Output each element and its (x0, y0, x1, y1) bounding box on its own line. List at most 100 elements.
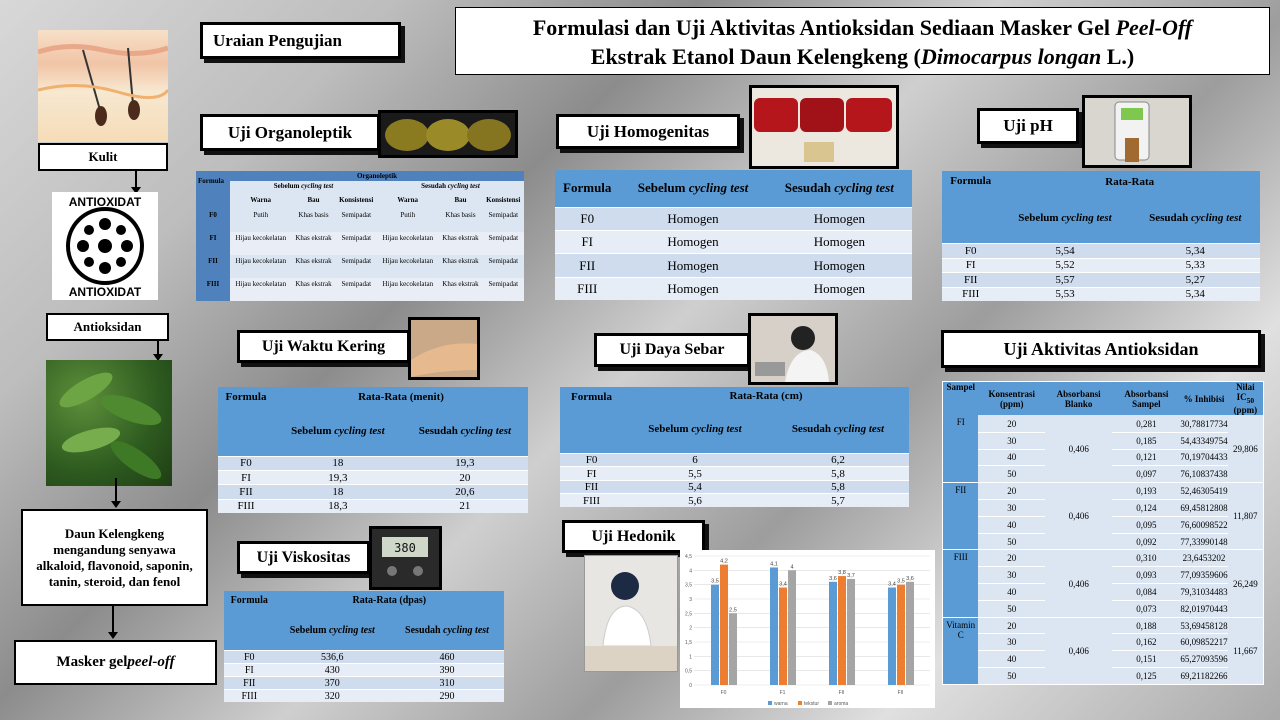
table-row: 50 0,125 69,21182266 (943, 667, 1264, 685)
table-cell: Semipadat (488, 234, 519, 242)
ao-inhibisi-cell: 65,27093596 (1180, 650, 1228, 669)
panelist-icon (585, 572, 677, 671)
gel-containers-icon (754, 98, 892, 162)
table-row: FII 5,57 5,27 (942, 272, 1260, 288)
ds-formula-header: Formula (560, 387, 624, 454)
leaf-image (46, 360, 172, 486)
ao-inhibisi-cell: 52,46305419 (1180, 482, 1228, 500)
org-col: Konsistensi (339, 196, 374, 204)
table-cell: 460 (390, 650, 504, 664)
table-row: FI 430 390 (224, 663, 504, 677)
title-line2-italic: Dimocarpus longan (920, 44, 1102, 69)
flow-antioksidan-label: Antioksidan (73, 319, 142, 334)
ds-group-header: Rata-Rata (cm) (623, 387, 909, 406)
ao-abs-cell: 0,092 (1112, 533, 1181, 551)
org-col: Bau (454, 196, 467, 204)
wk-sesudah-header: Sesudah cycling test (401, 406, 528, 457)
title-line1: Formulasi dan Uji Aktivitas Antioksidan … (532, 15, 1116, 40)
table-cell: FI (942, 257, 1000, 273)
table-cell: 18,3 (273, 498, 402, 513)
organoleptik-table: Formula Organoleptik Sebelum cycling test… (196, 171, 524, 301)
heading-organoleptik-label: Uji Organoleptik (227, 122, 353, 142)
table-cell: Semipadat (488, 211, 519, 219)
ao-konsentrasi-cell: 20 (978, 549, 1046, 568)
bar-aroma (729, 613, 737, 685)
wk-ct-2: cycling test (460, 425, 512, 438)
bar-tekstur (897, 584, 905, 685)
table-cell: 5,8 (766, 466, 909, 481)
table-cell: Khas ekstrak (295, 234, 332, 242)
legend-label: aroma (834, 701, 848, 707)
legend-swatch (798, 701, 802, 705)
wk-group-header: Rata-Rata (menit) (273, 387, 528, 407)
x-tick-label: FII (839, 690, 845, 696)
ds-sesudah-header: Sesudah cycling test (766, 405, 909, 454)
y-tick-label: 4,5 (685, 554, 692, 560)
ph-formula-header: Formula (942, 171, 1000, 244)
table-row: FII Hijau kecokelatan Khas ekstrak Semipada… (196, 255, 524, 278)
arrow-1 (131, 171, 141, 194)
table-row: 50 0,092 77,33990148 (943, 533, 1264, 551)
heading-hedonik-label: Uji Hedonik (591, 527, 676, 545)
bar-value-label: 4,2 (720, 559, 728, 565)
ao-abs-cell: 0,310 (1112, 549, 1181, 568)
heading-waktu-kering-label: Uji Waktu Kering (261, 337, 386, 355)
ao-sampel-cell: FIII (942, 549, 979, 618)
table-cell: Hijau kecokelatan (382, 280, 434, 288)
table-row: 40 0,095 76,60098522 (943, 516, 1264, 534)
org-formula-header: Formula (198, 177, 225, 185)
bar-tekstur (779, 587, 787, 685)
ao-konsentrasi-cell: 50 (978, 600, 1046, 618)
ao-inhibisi-cell: 70,19704433 (1180, 449, 1228, 467)
ph-ct-2: cycling test (1191, 212, 1242, 225)
table-cell: Homogen (766, 253, 912, 278)
table-cell: 19,3 (273, 470, 402, 485)
x-tick-label: F1 (780, 690, 786, 696)
heading-waktu-kering: Uji Waktu Kering (237, 330, 410, 363)
ao-h-ic50-label: Nilai IC (1236, 382, 1255, 403)
bar-value-label: 3,4 (779, 582, 787, 588)
flow-masker-italic: peel-off (127, 654, 175, 670)
flow-daun-label: Daun Kelengkeng mengandung senyawa alkal… (36, 525, 193, 589)
table-row: FII 18 20,6 (218, 484, 528, 500)
ao-abs-cell: 0,193 (1112, 482, 1181, 500)
heading-homogenitas: Uji Homogenitas (556, 114, 740, 149)
ao-abs-cell: 0,093 (1112, 566, 1181, 585)
table-cell: Putih (253, 211, 269, 219)
researcher-icon (755, 326, 829, 382)
ao-h-inhibisi: % Inhibisi (1183, 393, 1225, 404)
table-row: F0 18 19,3 (218, 455, 528, 471)
table-cell: 18 (273, 484, 402, 500)
bar-aroma (788, 570, 796, 685)
org-sebelum-label: Sebelum (273, 182, 302, 190)
ao-ic50-cell: 11,667 (1227, 617, 1264, 686)
ph-meter-icon (1114, 101, 1150, 162)
ph-photo (1082, 95, 1192, 168)
table-cell: F0 (560, 453, 624, 467)
y-tick-label: 1,5 (685, 640, 692, 646)
ao-konsentrasi-cell: 30 (978, 633, 1046, 652)
ao-blanko-cell: 0,406 (1045, 617, 1113, 686)
ds-sesudah-label: Sesudah (791, 423, 834, 436)
ao-abs-cell: 0,188 (1112, 617, 1181, 635)
ds-sebelum-header: Sebelum cycling test (623, 405, 767, 454)
org-blank-cell (196, 191, 230, 209)
ao-h-konsentrasi: Konsentrasi (ppm) (988, 388, 1035, 409)
ao-blanko-cell: 0,406 (1045, 482, 1113, 551)
table-cell: FIII (560, 493, 624, 507)
heading-antioksidan: Uji Aktivitas Antioksidan (941, 330, 1261, 368)
table-cell: Putih (400, 211, 416, 219)
table-cell: Khas ekstrak (295, 280, 332, 288)
flow-kulit-label: Kulit (88, 149, 118, 164)
table-row: FIII Homogen Homogen (555, 276, 912, 300)
table-cell: Homogen (619, 253, 767, 278)
y-tick-label: 3 (689, 597, 692, 603)
table-cell: 19,3 (401, 455, 528, 471)
table-cell: Hijau kecokelatan (382, 257, 434, 265)
ao-inhibisi-cell: 54,43349754 (1180, 432, 1228, 450)
legend-label: warna (774, 701, 788, 707)
logo-text-top: ANTIOXIDAT (69, 195, 142, 209)
ph-sebelum-label: Sebelum (1018, 212, 1062, 225)
ph-table: Formula Rata-Rata Sebelum cycling test Ses… (942, 171, 1260, 301)
table-cell: Semipadat (341, 211, 372, 219)
